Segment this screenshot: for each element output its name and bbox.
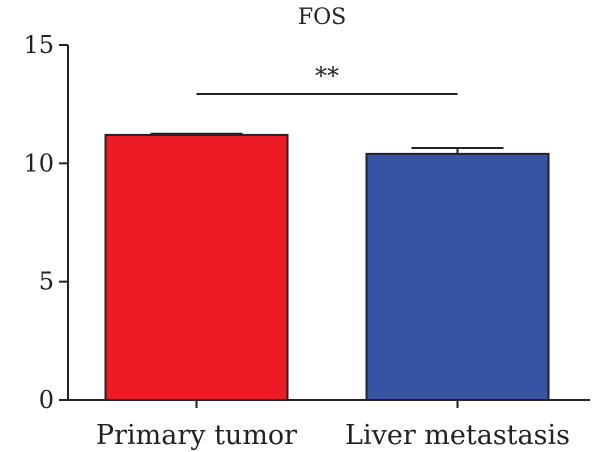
error-bars — [150, 132, 504, 154]
y-tick-label: 5 — [39, 268, 54, 296]
bar-liver-metastasis — [365, 152, 550, 401]
y-tick-label: 15 — [23, 31, 54, 59]
y-axis: 0 5 10 15 — [23, 31, 69, 414]
x-tick-label: Primary tumor — [96, 420, 297, 451]
chart-title: FOS — [298, 5, 346, 30]
category-labels: Primary tumor Liver metastasis — [96, 420, 570, 451]
bar-primary-tumor — [104, 133, 289, 402]
significance-label: ** — [315, 62, 339, 90]
x-axis — [68, 399, 590, 408]
x-tick-label: Liver metastasis — [345, 420, 570, 451]
y-tick-label: 0 — [39, 386, 54, 414]
bars — [104, 133, 550, 402]
significance-annotation: ** — [196, 62, 458, 95]
y-tick-label: 10 — [23, 149, 54, 177]
